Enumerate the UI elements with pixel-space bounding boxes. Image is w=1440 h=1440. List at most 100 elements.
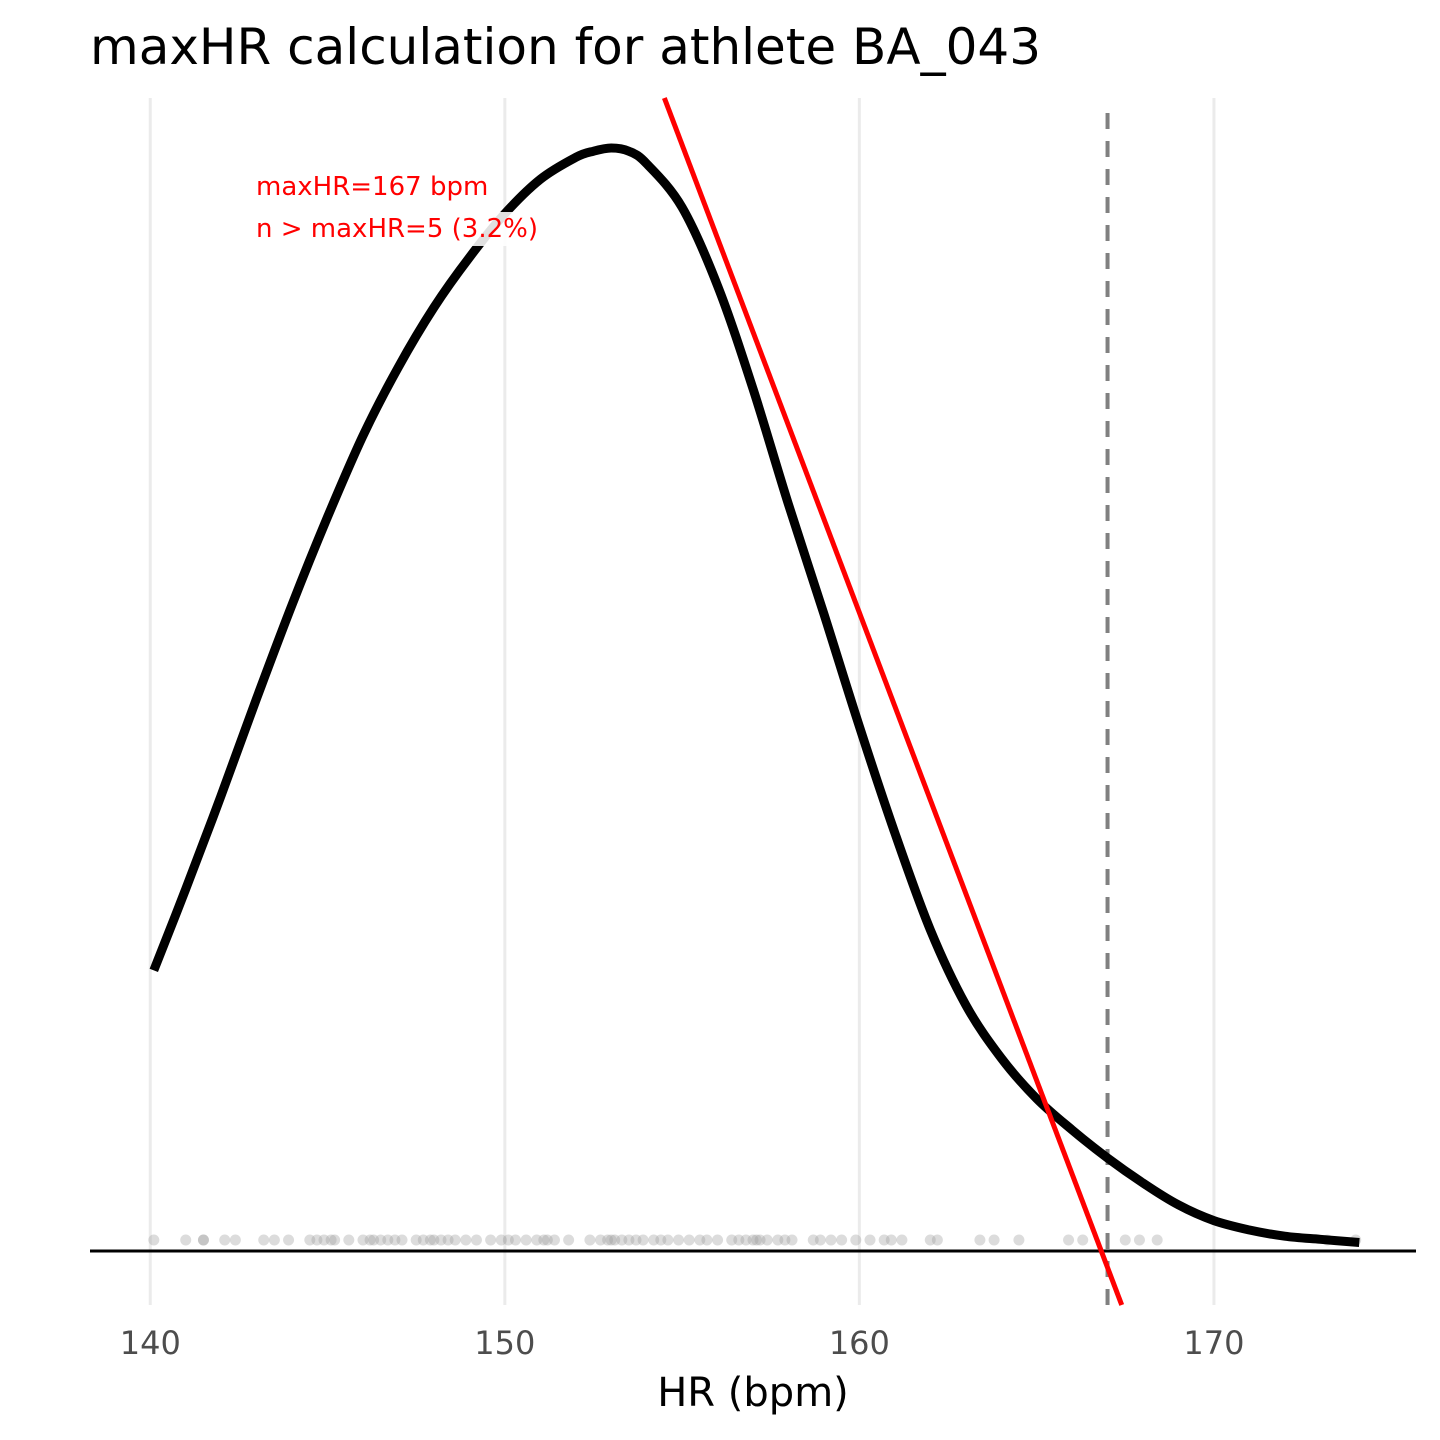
rug-point-85 [1133,1234,1145,1246]
rug-point-27 [442,1234,454,1246]
rug-point-3 [197,1234,209,1246]
annotation-bg-1 [252,170,493,204]
x-tick-label-170: 170 [1183,1324,1244,1362]
rug-point-62 [751,1234,763,1246]
rug-point-77 [924,1234,936,1246]
rug-point-53 [673,1234,685,1246]
rug-point-45 [609,1234,621,1246]
rug-point-80 [988,1234,1000,1246]
rug-point-18 [375,1234,387,1246]
rug-point-12 [325,1234,337,1246]
rug-point-40 [563,1234,575,1246]
rug-point-36 [531,1234,543,1246]
rug-point-56 [701,1234,713,1246]
rug-point-86 [1151,1234,1163,1246]
rug-point-60 [740,1234,752,1246]
rug-point-54 [683,1234,695,1246]
rug-point-14 [343,1234,355,1246]
rug-point-35 [520,1234,532,1246]
rug-point-0 [148,1234,160,1246]
maxhr-annotation: maxHR=167 bpm [256,172,488,202]
rug-point-21 [396,1234,408,1246]
rug-point-24 [424,1234,436,1246]
tangent-line [662,97,1125,1306]
rug-point-82 [1063,1234,1075,1246]
rug-point-39 [548,1234,560,1246]
rug-point-65 [772,1234,784,1246]
rug-point-67 [786,1234,798,1246]
rug-point-2 [197,1234,209,1246]
rug-point-63 [754,1234,766,1246]
rug-point-68 [807,1234,819,1246]
rug-point-59 [733,1234,745,1246]
rug-point-17 [368,1234,380,1246]
rug-point-52 [662,1234,674,1246]
chart-title: maxHR calculation for athlete BA_043 [90,18,1041,76]
rug-point-5 [229,1234,241,1246]
rug-point-84 [1119,1234,1131,1246]
rug-point-75 [885,1234,897,1246]
rug-point-4 [219,1234,231,1246]
rug-point-19 [382,1234,394,1246]
rug-point-7 [268,1234,280,1246]
rug-point-34 [509,1234,521,1246]
rug-point-29 [460,1234,472,1246]
rug-point-20 [389,1234,401,1246]
rug-point-25 [428,1234,440,1246]
rug-point-42 [595,1234,607,1246]
rug-point-22 [410,1234,422,1246]
annotation-bg-2 [252,212,542,246]
rug-point-58 [726,1234,738,1246]
rug-point-50 [648,1234,660,1246]
rug-point-51 [655,1234,667,1246]
rug-point-72 [850,1234,862,1246]
rug-point-78 [931,1234,943,1246]
rug-point-6 [258,1234,270,1246]
rug-point-23 [417,1234,429,1246]
rug-point-49 [637,1234,649,1246]
rug-point-66 [779,1234,791,1246]
rug-point-31 [485,1234,497,1246]
rug-point-30 [470,1234,482,1246]
rug-point-9 [304,1234,316,1246]
rug-point-15 [357,1234,369,1246]
count-above-annotation: n > maxHR=5 (3.2%) [256,214,538,244]
rug-point-26 [435,1234,447,1246]
rug-point-57 [712,1234,724,1246]
rug-point-41 [584,1234,596,1246]
rug-point-33 [502,1234,514,1246]
rug-point-69 [814,1234,826,1246]
rug-point-1 [180,1234,192,1246]
rug-point-46 [616,1234,628,1246]
rug-point-10 [311,1234,323,1246]
rug-point-16 [364,1234,376,1246]
x-tick-label-160: 160 [829,1324,890,1362]
rug-point-71 [836,1234,848,1246]
rug-point-43 [602,1234,614,1246]
rug-point-76 [896,1234,908,1246]
rug-point-8 [283,1234,295,1246]
rug-point-28 [449,1234,461,1246]
rug-point-48 [630,1234,642,1246]
rug-point-44 [605,1234,617,1246]
rug-point-38 [541,1234,553,1246]
rug-point-61 [747,1234,759,1246]
rug-points [148,1234,1362,1246]
rug-point-64 [761,1234,773,1246]
rug-point-83 [1077,1234,1089,1246]
rug-point-81 [1013,1234,1025,1246]
rug-point-13 [329,1234,341,1246]
rug-point-73 [864,1234,876,1246]
rug-point-70 [825,1234,837,1246]
rug-point-74 [878,1234,890,1246]
rug-point-55 [694,1234,706,1246]
x-tick-label-150: 150 [474,1324,535,1362]
rug-point-37 [538,1234,550,1246]
rug-point-47 [623,1234,635,1246]
density-curve [149,143,1360,1247]
rug-point-32 [495,1234,507,1246]
rug-point-11 [318,1234,330,1246]
x-axis-label: HR (bpm) [657,1370,849,1416]
x-tick-labels: 140 150 160 170 [120,1324,1245,1362]
